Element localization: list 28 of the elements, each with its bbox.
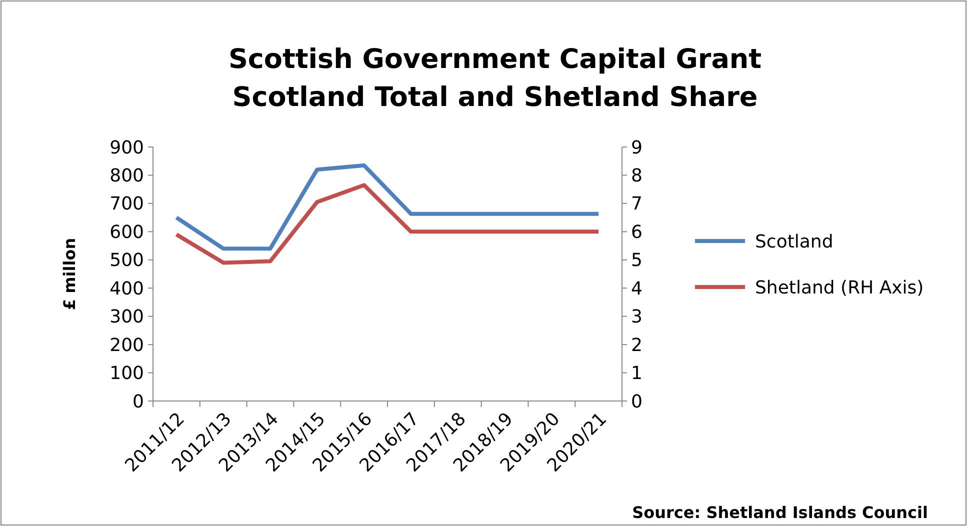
y-tick-label: 700 (110, 194, 144, 215)
y2-tick-label: 4 (631, 278, 642, 300)
line-series (174, 183, 601, 265)
chart-title: Scottish Government Capital Grant (228, 44, 762, 75)
y-tick-label: 300 (110, 306, 144, 328)
y2-tick-label: 9 (631, 137, 642, 158)
y2-tick-label: 0 (631, 391, 642, 412)
y2-tick-label: 3 (631, 306, 642, 328)
y-tick-label: 900 (110, 137, 144, 158)
y-tick-label: 0 (132, 391, 144, 412)
y2-tick-label: 6 (631, 222, 642, 243)
line-series (174, 163, 601, 251)
source-note: Source: Shetland Islands Council (632, 503, 928, 522)
y-tick-label: 800 (110, 166, 144, 187)
y2-tick-label: 1 (631, 363, 642, 384)
y-tick-label: 600 (110, 222, 144, 243)
y2-tick-label: 8 (631, 166, 642, 187)
y2-tick-label: 7 (631, 194, 642, 215)
y2-tick-label: 2 (631, 334, 642, 356)
legend-label: Shetland (RH Axis) (755, 277, 924, 298)
y-tick-label: 400 (110, 278, 144, 300)
y-tick-label: 500 (110, 250, 144, 272)
y-tick-label: 100 (110, 363, 144, 384)
legend-label: Scotland (755, 231, 834, 252)
y-axis-title: £ millon (60, 238, 79, 310)
y-tick-label: 200 (110, 334, 144, 356)
chart-subtitle: Scotland Total and Shetland Share (232, 82, 758, 113)
y2-tick-label: 5 (631, 250, 642, 272)
